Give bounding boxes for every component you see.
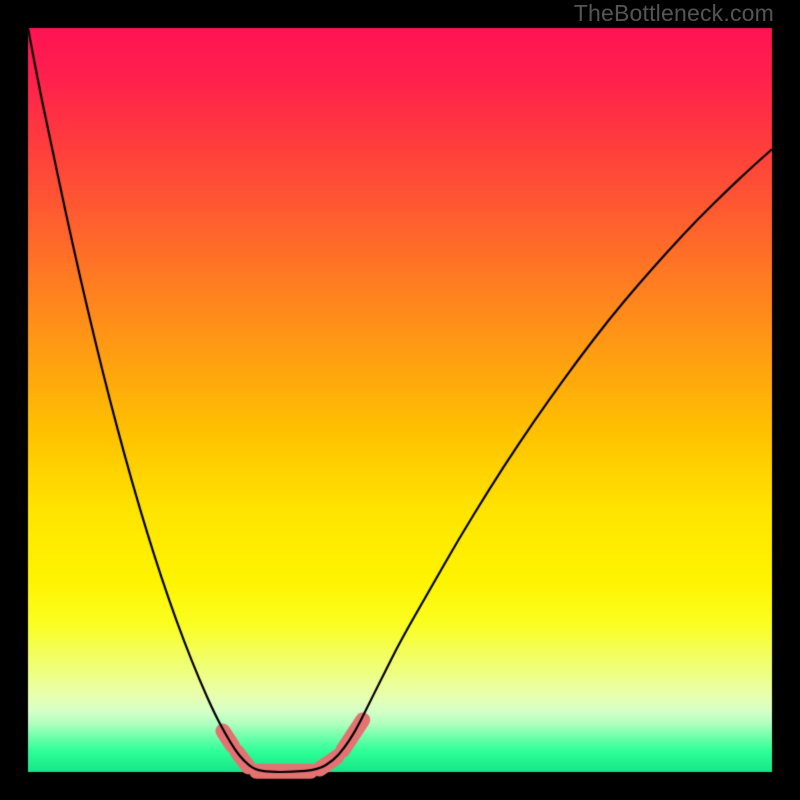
bottleneck-curve bbox=[0, 0, 800, 800]
watermark-text: TheBottleneck.com bbox=[574, 0, 774, 27]
